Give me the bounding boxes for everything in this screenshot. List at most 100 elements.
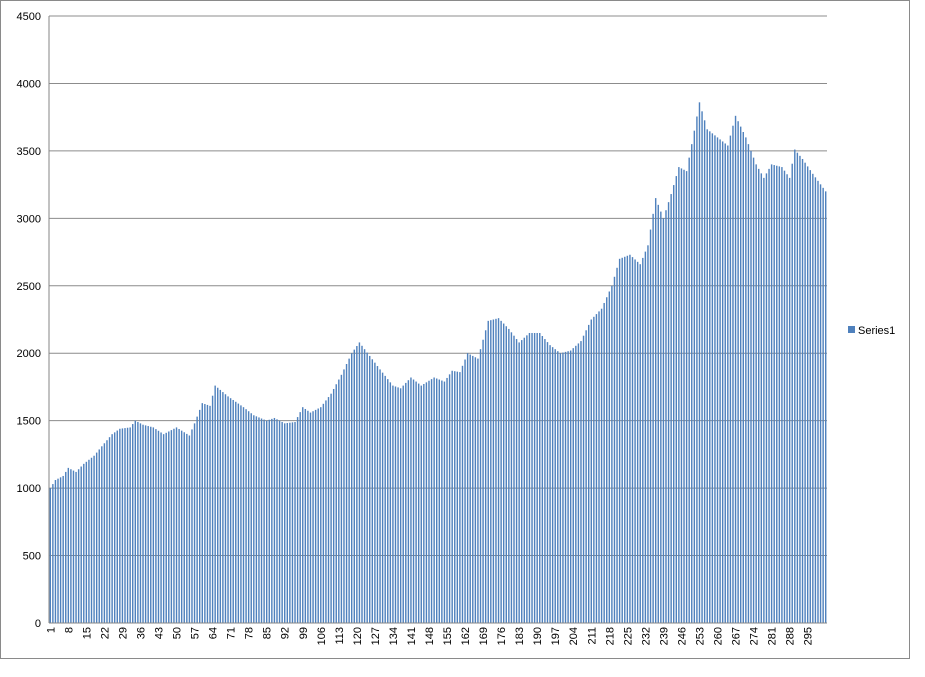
- bar-99: [302, 407, 304, 623]
- bar-272: [747, 144, 750, 623]
- bar-229: [636, 261, 639, 623]
- bar-111: [332, 388, 335, 623]
- bar-56: [191, 429, 193, 623]
- bar-287: [786, 174, 788, 623]
- bar-112: [335, 384, 337, 623]
- bar-224: [624, 256, 626, 623]
- bar-6: [62, 475, 64, 623]
- bar-69: [224, 394, 227, 623]
- bar-161: [461, 365, 464, 623]
- bar-278: [763, 177, 765, 623]
- bar-203: [569, 350, 572, 623]
- bar-102: [309, 412, 312, 623]
- bar-42: [155, 429, 157, 623]
- x-tick-label-295: 295: [803, 627, 815, 645]
- bar-177: [502, 323, 505, 623]
- y-tick-label-2000: 2000: [17, 348, 41, 360]
- bar-269: [739, 126, 742, 624]
- bar-13: [80, 466, 82, 623]
- bar-293: [801, 158, 804, 624]
- bar-136: [397, 387, 399, 623]
- bar-29: [121, 428, 124, 623]
- y-tick-label-4000: 4000: [17, 78, 41, 90]
- x-tick-label-232: 232: [640, 627, 652, 645]
- bar-176: [500, 320, 502, 623]
- bar-175: [497, 318, 500, 623]
- x-tick-label-267: 267: [731, 627, 743, 645]
- bar-243: [673, 185, 675, 623]
- bar-301: [822, 187, 824, 623]
- bar-166: [474, 357, 477, 623]
- bar-258: [711, 133, 714, 623]
- bar-242: [670, 194, 672, 624]
- bar-300: [819, 184, 822, 623]
- bar-54: [186, 433, 188, 623]
- bar-129: [379, 369, 381, 623]
- bar-44: [160, 432, 162, 623]
- x-tick-label-99: 99: [298, 627, 310, 639]
- bar-30: [124, 428, 126, 623]
- y-tick-label-500: 500: [23, 551, 41, 563]
- bar-289: [791, 163, 793, 623]
- bar-202: [567, 351, 569, 623]
- bar-38: [144, 425, 147, 623]
- legend-label-series1: Series1: [858, 325, 895, 337]
- bar-185: [523, 337, 526, 623]
- bar-249: [688, 157, 690, 623]
- bar-143: [415, 381, 417, 623]
- bar-27: [116, 430, 118, 623]
- bar-212: [593, 316, 595, 623]
- x-tick-label-71: 71: [226, 627, 238, 639]
- bar-211: [590, 319, 592, 623]
- bar-228: [634, 259, 636, 623]
- bar-248: [685, 171, 688, 623]
- bar-282: [773, 165, 775, 624]
- bar-184: [521, 340, 523, 623]
- bar-127: [374, 362, 376, 623]
- bar-71: [229, 398, 232, 623]
- bar-131: [384, 375, 386, 623]
- bar-90: [278, 420, 281, 623]
- bar-25: [111, 434, 113, 623]
- bar-223: [621, 257, 623, 623]
- bar-3: [54, 480, 57, 623]
- bar-150: [433, 377, 435, 623]
- bar-57: [193, 423, 196, 623]
- bar-62: [206, 404, 209, 623]
- bar-128: [376, 366, 379, 623]
- bar-159: [456, 371, 459, 623]
- bar-254: [701, 111, 703, 623]
- bar-186: [526, 335, 528, 623]
- bar-188: [531, 332, 533, 623]
- bar-267: [734, 115, 737, 623]
- bar-66: [217, 387, 219, 623]
- bar-168: [479, 349, 482, 623]
- bar-275: [755, 164, 757, 623]
- bar-265: [729, 135, 732, 623]
- bar-118: [350, 353, 353, 623]
- bar-280: [768, 168, 770, 623]
- bar-197: [554, 349, 556, 623]
- bar-50: [175, 427, 178, 623]
- bar-181: [513, 335, 515, 623]
- bar-162: [464, 359, 466, 623]
- bar-94: [289, 422, 291, 623]
- bar-169: [482, 339, 484, 623]
- bar-120: [356, 346, 358, 623]
- bar-291: [796, 152, 799, 623]
- bar-7: [65, 471, 67, 623]
- bar-72: [232, 399, 234, 623]
- bar-240: [665, 210, 667, 624]
- legend-swatch: [848, 326, 855, 333]
- bar-21: [101, 446, 103, 623]
- bar-132: [387, 379, 389, 623]
- bar-53: [183, 432, 185, 623]
- bar-283: [776, 165, 778, 624]
- bar-207: [580, 341, 582, 623]
- bar-173: [492, 319, 495, 623]
- bar-259: [714, 135, 716, 623]
- bar-64: [211, 395, 214, 623]
- bar-302: [825, 191, 827, 624]
- bar-123: [363, 349, 366, 623]
- bar-170: [484, 330, 487, 623]
